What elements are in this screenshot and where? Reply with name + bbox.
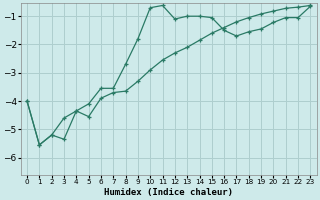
X-axis label: Humidex (Indice chaleur): Humidex (Indice chaleur) xyxy=(104,188,233,197)
